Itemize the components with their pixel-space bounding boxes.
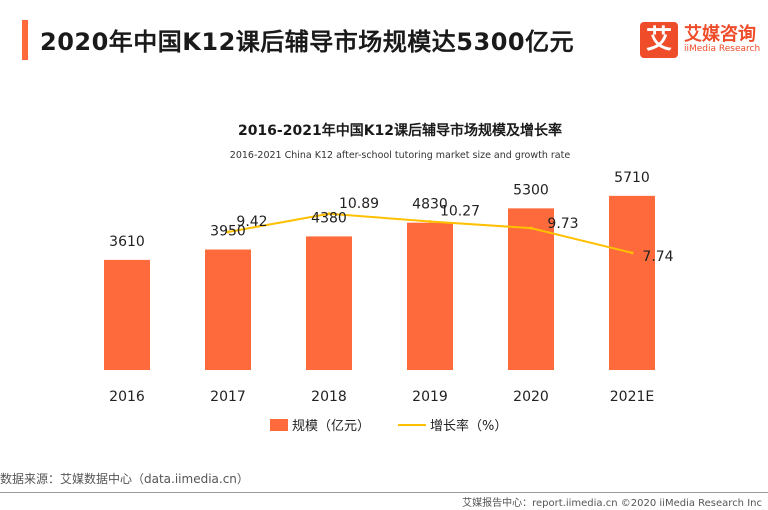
- bar-2019: [407, 222, 453, 370]
- data-source: 数据来源：艾媒数据中心（data.iimedia.cn）: [0, 472, 249, 486]
- footer-divider: [0, 492, 768, 493]
- brand-logo: 艾 艾媒咨询 iiMedia Research: [640, 20, 764, 62]
- growth-point-2021E: [630, 251, 634, 255]
- legend-bar-swatch: [270, 419, 288, 431]
- legend-bar-label: 规模（亿元）: [292, 419, 370, 434]
- bar-value-label-2019: 4830: [412, 197, 448, 213]
- iimedia-logo-icon: 艾: [640, 22, 678, 58]
- growth-label-2017: 9.42: [236, 214, 267, 230]
- x-tick-label-2018: 2018: [311, 389, 347, 405]
- bar-2018: [306, 236, 352, 370]
- growth-label-2019: 10.27: [440, 203, 480, 219]
- bar-2021E: [609, 195, 655, 370]
- page-title: 2020年中国K12课后辅导市场规模达5300亿元: [40, 28, 575, 56]
- legend-line-label: 增长率（%）: [430, 418, 507, 434]
- growth-point-2020: [529, 226, 533, 230]
- bar-value-label-2021E: 5710: [614, 170, 650, 186]
- bar-value-label-2018: 4380: [311, 210, 347, 226]
- title-accent-bar: [22, 20, 28, 60]
- x-tick-label-2016: 2016: [109, 389, 145, 405]
- x-tick-label-2017: 2017: [210, 389, 246, 405]
- growth-label-2020: 9.73: [547, 216, 578, 232]
- logo-name-cn: 艾媒咨询: [684, 24, 756, 45]
- growth-point-2019: [428, 219, 432, 223]
- footer-text: 艾媒报告中心：report.iimedia.cn ©2020 iiMedia R…: [462, 498, 762, 509]
- logo-name-en: iiMedia Research: [684, 44, 761, 54]
- x-tick-label-2019: 2019: [412, 389, 448, 405]
- bar-2020: [508, 208, 554, 370]
- x-tick-label-2021E: 2021E: [610, 389, 654, 405]
- bar-value-label-2020: 5300: [513, 182, 549, 198]
- growth-point-2017: [226, 230, 230, 234]
- bar-value-label-2017: 3950: [210, 224, 246, 240]
- growth-point-2018: [327, 212, 331, 216]
- bar-2017: [205, 249, 251, 370]
- growth-label-2021E: 7.74: [642, 249, 673, 265]
- bar-value-label-2016: 3610: [109, 234, 145, 250]
- bar-2016: [104, 259, 150, 370]
- x-tick-label-2020: 2020: [513, 389, 549, 405]
- chart-subtitle: 2016-2021 China K12 after-school tutorin…: [230, 150, 571, 161]
- market-size-chart: 2016-2021年中国K12课后辅导市场规模及增长率 2016-2021 Ch…: [104, 122, 674, 434]
- chart-title: 2016-2021年中国K12课后辅导市场规模及增长率: [238, 122, 562, 139]
- growth-label-2018: 10.89: [339, 196, 379, 212]
